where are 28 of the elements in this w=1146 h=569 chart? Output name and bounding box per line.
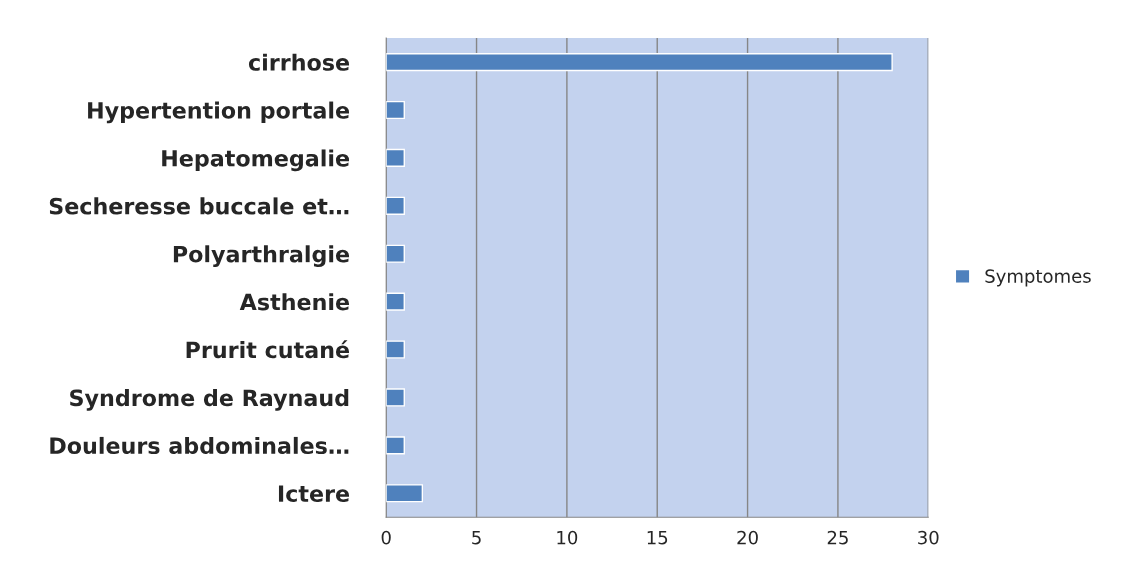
x-tick-label: 15 bbox=[647, 530, 668, 545]
bar bbox=[386, 340, 405, 359]
y-tick-label: cirrhose bbox=[248, 53, 350, 71]
bar bbox=[386, 484, 424, 503]
bar bbox=[386, 436, 405, 455]
legend-label: Symptomes bbox=[985, 269, 1091, 287]
y-tick-label: Polyarthralgie bbox=[173, 245, 350, 267]
bar bbox=[386, 148, 405, 167]
bar bbox=[386, 52, 893, 72]
y-tick-label: Hepatomegalie bbox=[162, 149, 350, 172]
bar bbox=[386, 292, 405, 311]
bar bbox=[386, 100, 405, 120]
bar bbox=[386, 244, 405, 263]
x-tick-label: 0 bbox=[381, 530, 391, 545]
x-tick-label: 25 bbox=[827, 530, 848, 545]
y-tick-label: Douleurs abdominales… bbox=[50, 436, 349, 455]
x-tick-label: 10 bbox=[557, 530, 578, 545]
bar bbox=[386, 196, 405, 215]
y-tick-label: Asthenie bbox=[239, 293, 350, 311]
y-tick-label: Prurit cutané bbox=[186, 340, 350, 359]
x-tick-label: 30 bbox=[918, 530, 939, 545]
y-tick-label: Syndrome de Raynaud bbox=[70, 389, 349, 411]
y-tick-label: Hypertention portale bbox=[88, 101, 350, 124]
bar bbox=[386, 388, 405, 407]
y-tick-label: Ictere bbox=[278, 485, 350, 503]
x-tick-label: 20 bbox=[737, 530, 758, 545]
x-tick-label: 5 bbox=[472, 530, 481, 545]
y-tick-label: Secheresse buccale et… bbox=[49, 197, 349, 215]
